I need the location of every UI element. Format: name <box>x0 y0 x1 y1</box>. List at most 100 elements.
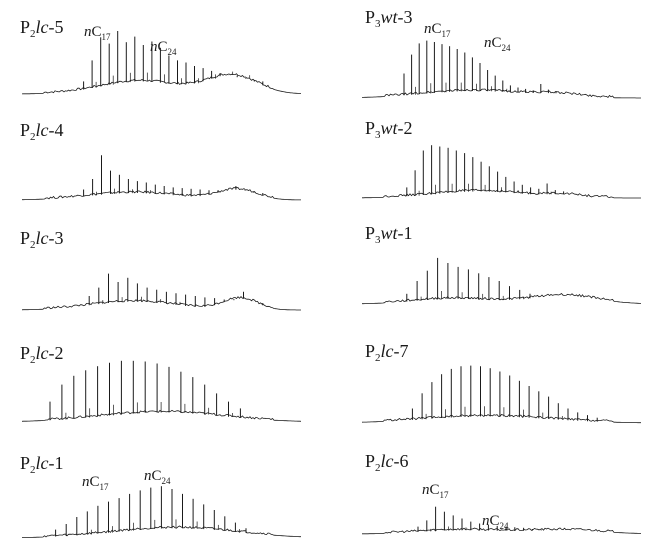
sample-label-number: -2 <box>398 118 413 138</box>
sample-label-formation: lc <box>36 17 49 37</box>
sample-label-base: P <box>20 453 30 473</box>
annotation-subscript: 24 <box>168 47 178 57</box>
sample-label: P2lc-1 <box>20 453 64 476</box>
sample-label: P3wt-3 <box>365 7 413 30</box>
carbon-number-annotation: nC17 <box>422 482 449 500</box>
sample-label: P3wt-1 <box>365 223 413 246</box>
sample-label-base: P <box>365 223 375 243</box>
baseline-trace <box>362 88 641 99</box>
annotation-letter: C <box>158 39 168 55</box>
sample-label-base: P <box>365 451 375 471</box>
annotation-letter: C <box>490 513 500 529</box>
sample-label-base: P <box>20 120 30 140</box>
sample-label-subscript: 2 <box>30 28 36 40</box>
sample-label-number: -7 <box>394 341 409 361</box>
sample-label: P2lc-6 <box>365 451 409 474</box>
sample-label-number: -3 <box>398 7 413 27</box>
carbon-number-annotation: nC24 <box>482 513 509 531</box>
baseline-trace <box>21 409 302 422</box>
annotation-subscript: 17 <box>440 490 450 500</box>
sample-label-formation: lc <box>36 120 49 140</box>
annotation-letter: C <box>492 35 502 51</box>
sample-label-subscript: 3 <box>375 234 381 246</box>
chromatogram-panel-7: P3wt-2 <box>362 118 641 199</box>
annotation-prefix: n <box>482 513 490 529</box>
sample-label-subscript: 3 <box>375 18 381 30</box>
sample-label: P2lc-2 <box>20 343 64 366</box>
sample-label-number: -2 <box>49 343 64 363</box>
sample-label-base: P <box>20 228 30 248</box>
annotation-letter: C <box>430 482 440 498</box>
carbon-number-annotation: nC17 <box>82 474 109 492</box>
baseline-trace <box>22 187 301 201</box>
annotation-subscript: 17 <box>102 32 112 42</box>
annotation-subscript: 17 <box>100 482 110 492</box>
annotation-prefix: n <box>150 39 158 55</box>
baseline-trace <box>21 295 301 311</box>
sample-label-base: P <box>20 343 30 363</box>
chromatogram-panel-9: P2lc-7 <box>361 341 641 424</box>
annotation-prefix: n <box>84 24 92 40</box>
baseline-trace <box>362 527 642 535</box>
sample-label-formation: lc <box>36 453 49 473</box>
annotation-subscript: 24 <box>500 521 510 531</box>
annotation-prefix: n <box>424 21 432 37</box>
sample-label-subscript: 2 <box>30 239 36 251</box>
annotation-letter: C <box>90 474 100 490</box>
sample-label-subscript: 2 <box>375 352 381 364</box>
sample-label-formation: wt <box>381 223 399 243</box>
annotation-subscript: 24 <box>162 476 172 486</box>
annotation-prefix: n <box>82 474 90 490</box>
chromatogram-panel-2: P2lc-4 <box>20 120 301 201</box>
sample-label-formation: lc <box>36 228 49 248</box>
annotation-prefix: n <box>144 468 152 484</box>
baseline-trace <box>361 414 641 424</box>
carbon-number-annotation: nC17 <box>84 24 111 42</box>
annotation-letter: C <box>432 21 442 37</box>
sample-label-base: P <box>20 17 30 37</box>
annotation-prefix: n <box>422 482 430 498</box>
sample-label: P3wt-2 <box>365 118 413 141</box>
carbon-number-annotation: nC17 <box>424 21 451 39</box>
sample-label-subscript: 2 <box>30 131 36 143</box>
sample-label-number: -5 <box>49 17 64 37</box>
sample-label-number: -1 <box>49 453 64 473</box>
sample-label-formation: lc <box>36 343 49 363</box>
annotation-subscript: 24 <box>502 43 512 53</box>
annotation-subscript: 17 <box>442 29 452 39</box>
sample-label: P2lc-5 <box>20 17 64 40</box>
sample-label-subscript: 2 <box>30 464 36 476</box>
annotation-letter: C <box>92 24 102 40</box>
chromatogram-panel-8: P3wt-1 <box>362 223 641 305</box>
sample-label-number: -3 <box>49 228 64 248</box>
carbon-number-annotation: nC24 <box>144 468 171 486</box>
chromatogram-panel-4: P2lc-2 <box>20 343 302 422</box>
sample-label-subscript: 3 <box>375 129 381 141</box>
sample-label-base: P <box>365 7 375 27</box>
sample-label-base: P <box>365 341 375 361</box>
sample-label-formation: wt <box>381 7 399 27</box>
sample-label-formation: lc <box>381 341 394 361</box>
sample-label-number: -4 <box>49 120 64 140</box>
sample-label: P2lc-4 <box>20 120 64 143</box>
baseline-trace <box>362 292 641 305</box>
sample-label-formation: wt <box>381 118 399 138</box>
sample-label-number: -1 <box>398 223 413 243</box>
sample-label-formation: lc <box>381 451 394 471</box>
sample-label-subscript: 2 <box>30 354 36 366</box>
sample-label-base: P <box>365 118 375 138</box>
carbon-number-annotation: nC24 <box>150 39 177 57</box>
sample-label: P2lc-7 <box>365 341 409 364</box>
sample-label-subscript: 2 <box>375 462 381 474</box>
sample-label: P2lc-3 <box>20 228 64 251</box>
annotation-letter: C <box>152 468 162 484</box>
carbon-number-annotation: nC24 <box>484 35 511 53</box>
baseline-trace <box>21 73 302 95</box>
sample-label-number: -6 <box>394 451 409 471</box>
annotation-prefix: n <box>484 35 492 51</box>
